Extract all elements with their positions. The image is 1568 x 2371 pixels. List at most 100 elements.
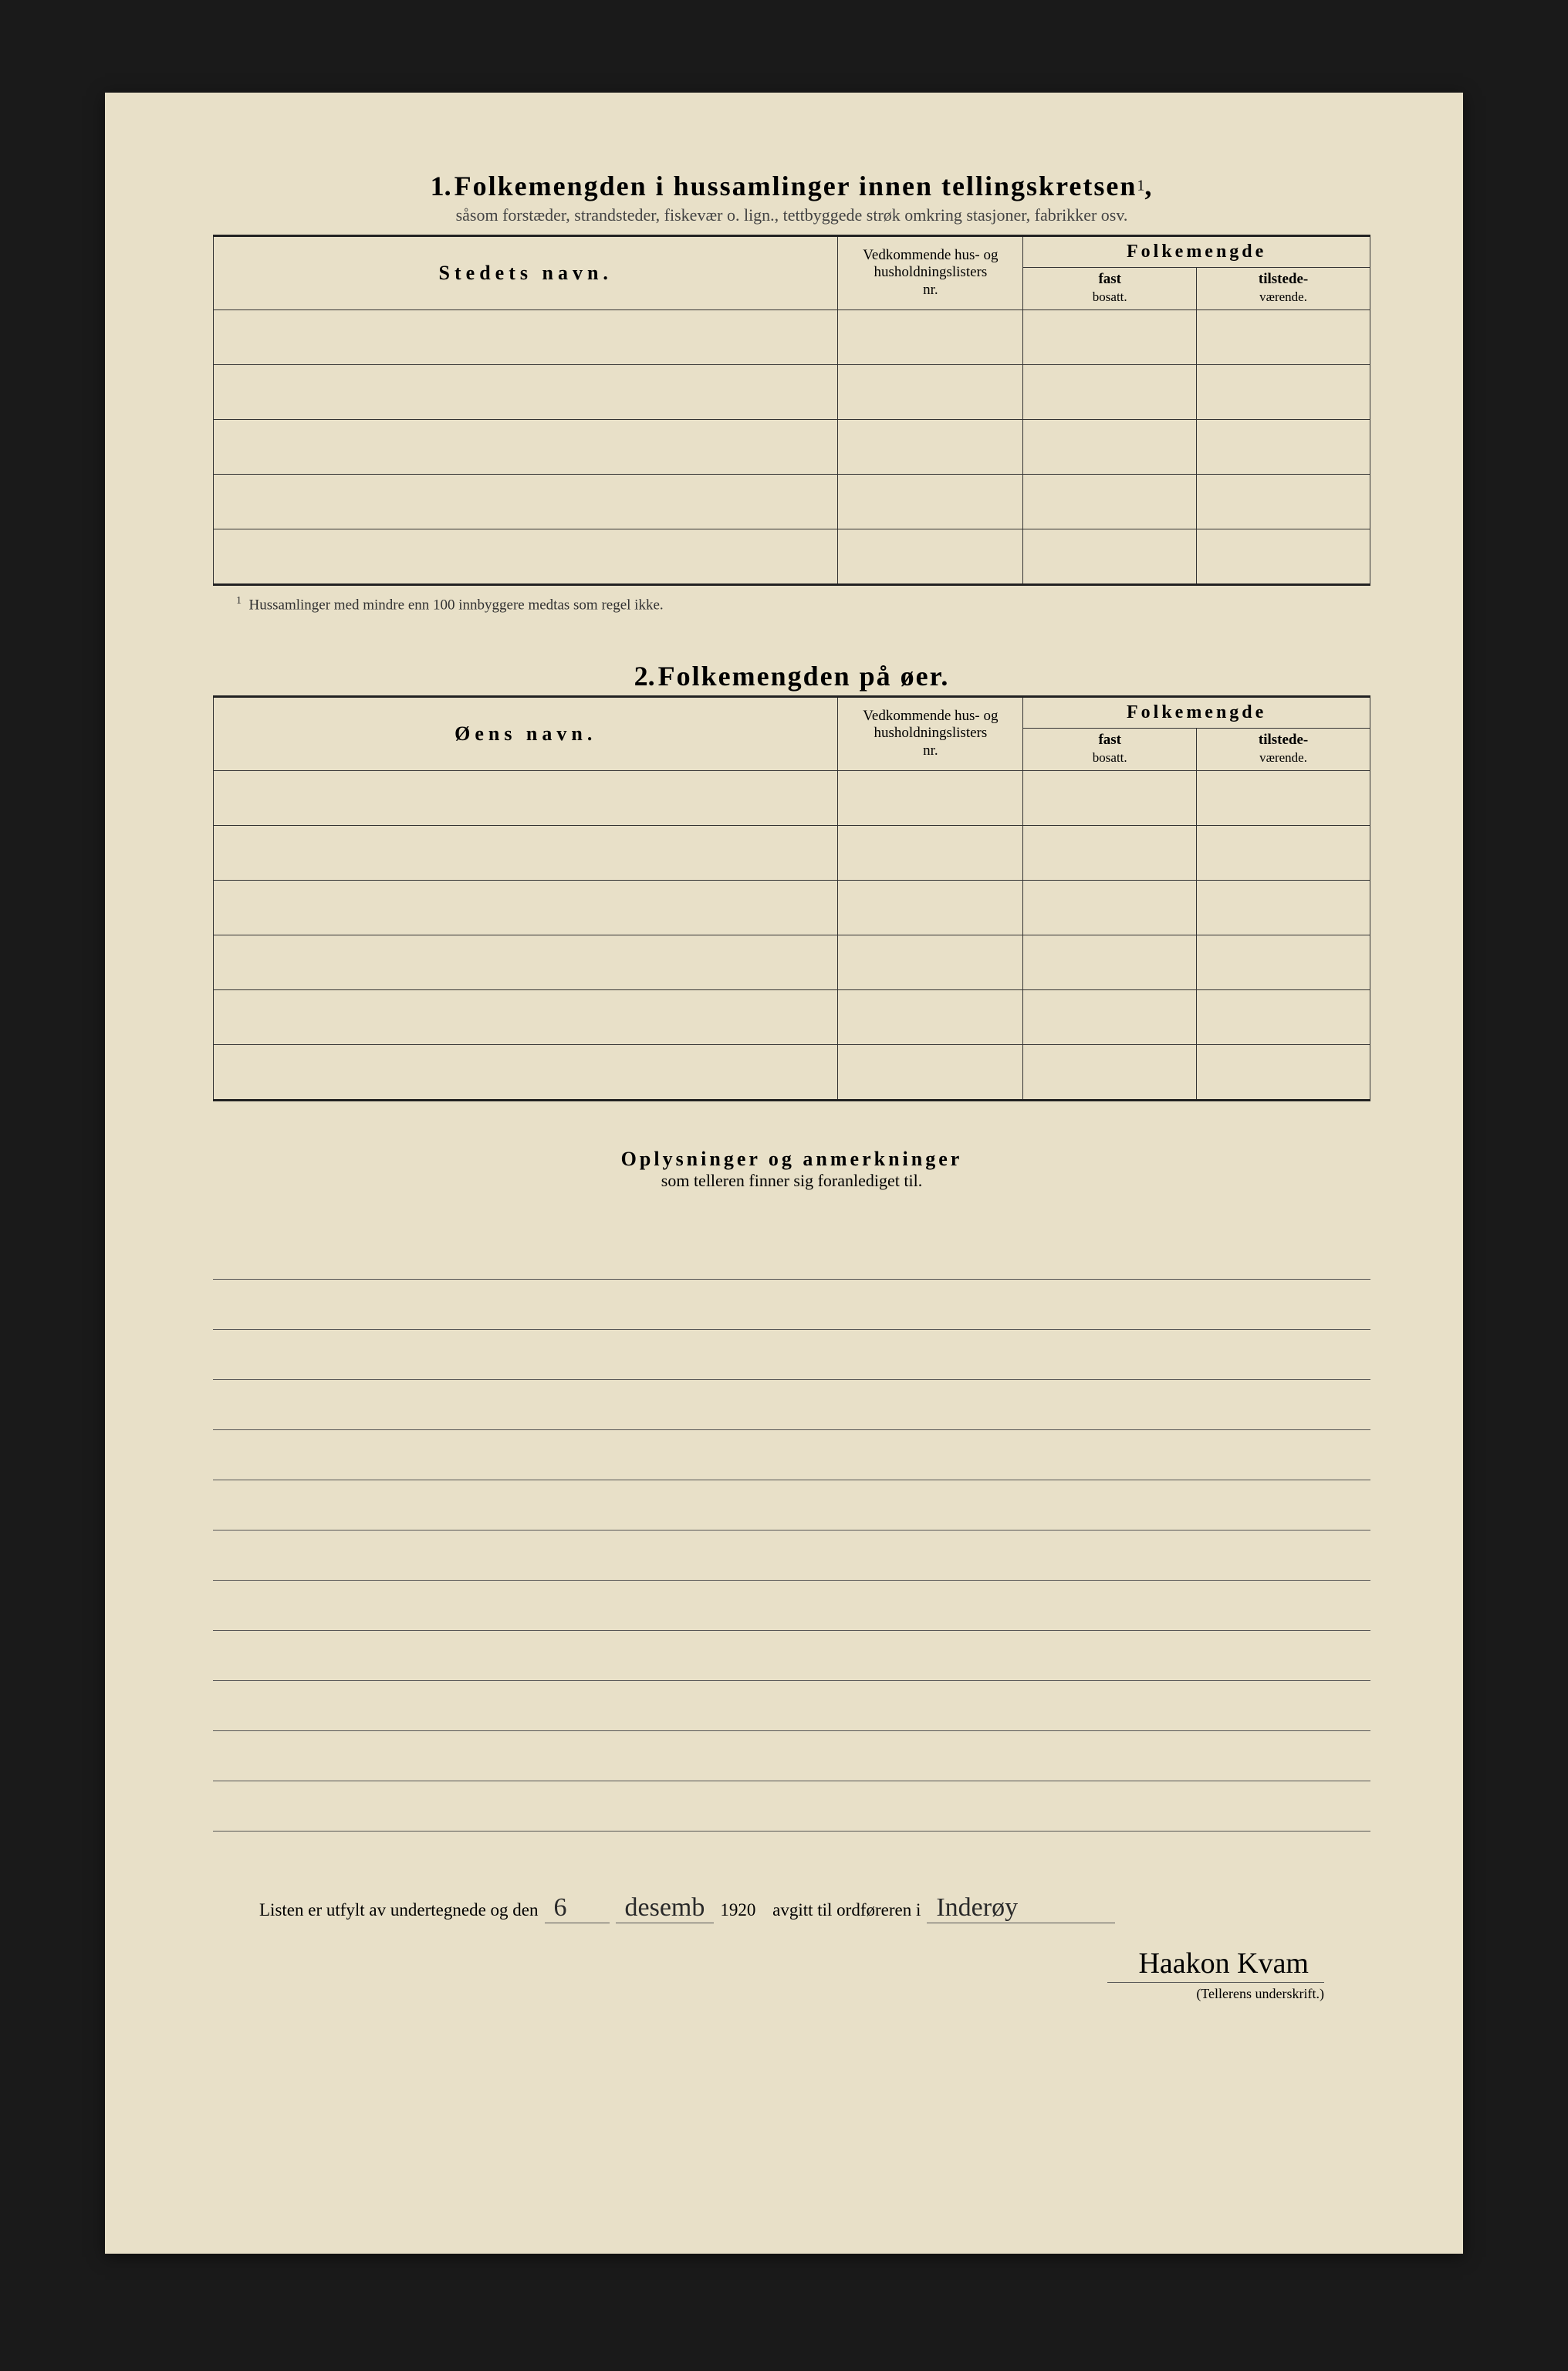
col-fast-bosatt-2: fast bosatt. [1023, 728, 1197, 770]
table-cell [214, 935, 838, 989]
section1-title-sup: 1 [1137, 178, 1144, 194]
table-cell [1023, 364, 1197, 419]
table-cell [1023, 770, 1197, 825]
table-cell [214, 364, 838, 419]
ruled-line [213, 1681, 1370, 1731]
signature-block: Haakon Kvam (Tellerens underskrift.) [213, 1947, 1370, 2002]
table-cell [838, 825, 1023, 880]
table-cell [214, 474, 838, 529]
oplysninger-subtitle: som telleren finner sig foranlediget til… [213, 1171, 1370, 1191]
table-cell [214, 309, 838, 364]
table-cell [1023, 935, 1197, 989]
section1-footnote: 1 Hussamlinger med mindre enn 100 innbyg… [236, 595, 1370, 614]
signature-caption: (Tellerens underskrift.) [213, 1986, 1324, 2002]
col-fast-bosatt: fast bosatt. [1023, 268, 1197, 310]
table-cell [214, 880, 838, 935]
table-cell [1023, 880, 1197, 935]
table-cell [838, 364, 1023, 419]
signature-name: Haakon Kvam [1107, 1947, 1324, 1983]
section1-title: 1. Folkemengden i hussamlinger innen tel… [213, 170, 1370, 202]
table-cell [1197, 935, 1370, 989]
ruled-line [213, 1330, 1370, 1380]
col-folkemengde: Folkemengde [1023, 236, 1370, 268]
ruled-line [213, 1781, 1370, 1832]
table-row [214, 364, 1370, 419]
table-cell [838, 529, 1023, 584]
table-cell [1197, 309, 1370, 364]
table-cell [1023, 474, 1197, 529]
table-cell [838, 309, 1023, 364]
col-folkemengde-2: Folkemengde [1023, 696, 1370, 728]
col-stedets-navn: Stedets navn. [214, 236, 838, 310]
table-cell [1023, 309, 1197, 364]
signature-place: Inderøy [927, 1893, 1115, 1923]
ruled-line [213, 1581, 1370, 1631]
signature-day: 6 [545, 1893, 610, 1923]
ruled-line [213, 1430, 1370, 1480]
table-cell [1023, 529, 1197, 584]
section2-number: 2. [634, 661, 655, 692]
table-cell [838, 880, 1023, 935]
table-cell [214, 770, 838, 825]
table-row [214, 309, 1370, 364]
ruled-line [213, 1380, 1370, 1430]
ruled-line [213, 1229, 1370, 1280]
table-cell [838, 935, 1023, 989]
table-cell [1197, 989, 1370, 1044]
col-oens-navn: Øens navn. [214, 696, 838, 770]
table-cell [1197, 770, 1370, 825]
signature-statement: Listen er utfylt av undertegnede og den … [213, 1893, 1370, 1923]
table-cell [1197, 825, 1370, 880]
table-cell [838, 419, 1023, 474]
table-cell [838, 989, 1023, 1044]
table-row [214, 989, 1370, 1044]
table-cell [1023, 989, 1197, 1044]
section1-table: Stedets navn. Vedkommende hus- og hushol… [213, 235, 1370, 586]
col-vedkommende: Vedkommende hus- og husholdningslisters … [838, 236, 1023, 310]
table-row [214, 935, 1370, 989]
table-cell [1197, 529, 1370, 584]
table-cell [214, 1044, 838, 1100]
section2-rows [214, 770, 1370, 1100]
table-cell [214, 989, 838, 1044]
col-vedkommende-2: Vedkommende hus- og husholdningslisters … [838, 696, 1023, 770]
col-tilstedevaerende: tilstede- værende. [1197, 268, 1370, 310]
table-cell [214, 825, 838, 880]
table-cell [1023, 419, 1197, 474]
table-row [214, 770, 1370, 825]
section1-rows [214, 309, 1370, 584]
table-row [214, 880, 1370, 935]
signature-month: desemb [616, 1893, 715, 1923]
section2-table: Øens navn. Vedkommende hus- og husholdni… [213, 695, 1370, 1101]
table-cell [1197, 364, 1370, 419]
col-tilstedevaerende-2: tilstede- værende. [1197, 728, 1370, 770]
table-cell [1197, 1044, 1370, 1100]
table-row [214, 419, 1370, 474]
section1-subtitle: såsom forstæder, strandsteder, fiskevær … [213, 205, 1370, 225]
section2-title: 2. Folkemengden på øer. [213, 660, 1370, 692]
table-row [214, 825, 1370, 880]
ruled-line [213, 1280, 1370, 1330]
table-row [214, 474, 1370, 529]
ruled-line [213, 1631, 1370, 1681]
table-cell [1197, 419, 1370, 474]
table-cell [214, 419, 838, 474]
remarks-lines [213, 1229, 1370, 1832]
table-row [214, 529, 1370, 584]
census-form-page: 1. Folkemengden i hussamlinger innen tel… [105, 93, 1463, 2254]
ruled-line [213, 1731, 1370, 1781]
table-cell [838, 474, 1023, 529]
oplysninger-title: Oplysninger og anmerkninger [213, 1148, 1370, 1171]
table-cell [1023, 1044, 1197, 1100]
table-row [214, 1044, 1370, 1100]
section1-heading: Folkemengden i hussamlinger innen tellin… [455, 171, 1137, 201]
table-cell [838, 1044, 1023, 1100]
table-cell [214, 529, 838, 584]
table-cell [838, 770, 1023, 825]
table-cell [1197, 880, 1370, 935]
ruled-line [213, 1530, 1370, 1581]
section1-number: 1. [431, 171, 451, 201]
section2-heading: Folkemengden på øer. [658, 661, 950, 692]
ruled-line [213, 1480, 1370, 1530]
table-cell [1023, 825, 1197, 880]
